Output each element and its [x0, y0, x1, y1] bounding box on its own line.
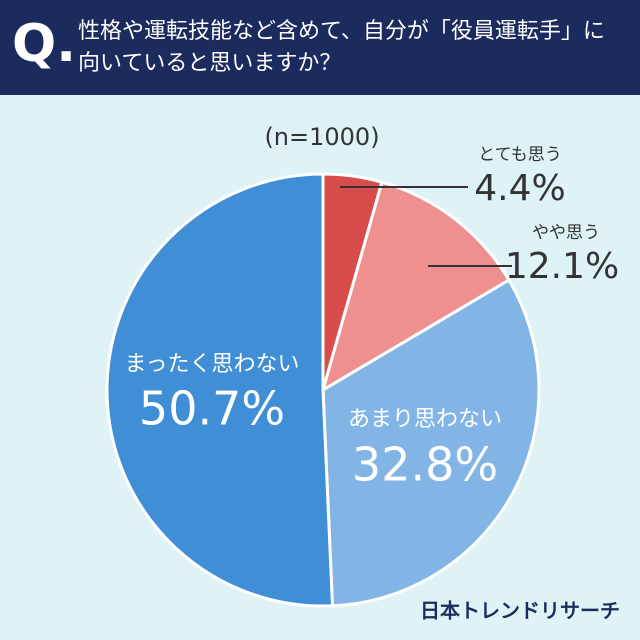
- chart-title: 性格や運転技能など含めて、自分が「役員運転手」に向いていると思いますか？: [78, 19, 605, 76]
- value-label: 12.1%: [505, 246, 619, 287]
- question-marker: Q.: [12, 14, 76, 74]
- category-label: あまり思わない: [348, 407, 502, 432]
- header: Q. 性格や運転技能など含めて、自分が「役員運転手」に向いていると思いますか？: [0, 0, 640, 95]
- value-label: 4.4%: [474, 168, 565, 209]
- pie-slice: [321, 277, 541, 608]
- sample-size: (n=1000): [264, 123, 379, 151]
- category-label: まったく思わない: [124, 352, 299, 377]
- pie-slice: [320, 180, 511, 394]
- category-label: とても思う: [478, 145, 562, 165]
- value-label: 32.8%: [352, 438, 498, 492]
- category-label: やや思う: [532, 223, 600, 243]
- pie-slice: [105, 172, 335, 608]
- value-label: 50.7%: [139, 382, 285, 436]
- source: 日本トレンドリサーチ: [420, 599, 620, 623]
